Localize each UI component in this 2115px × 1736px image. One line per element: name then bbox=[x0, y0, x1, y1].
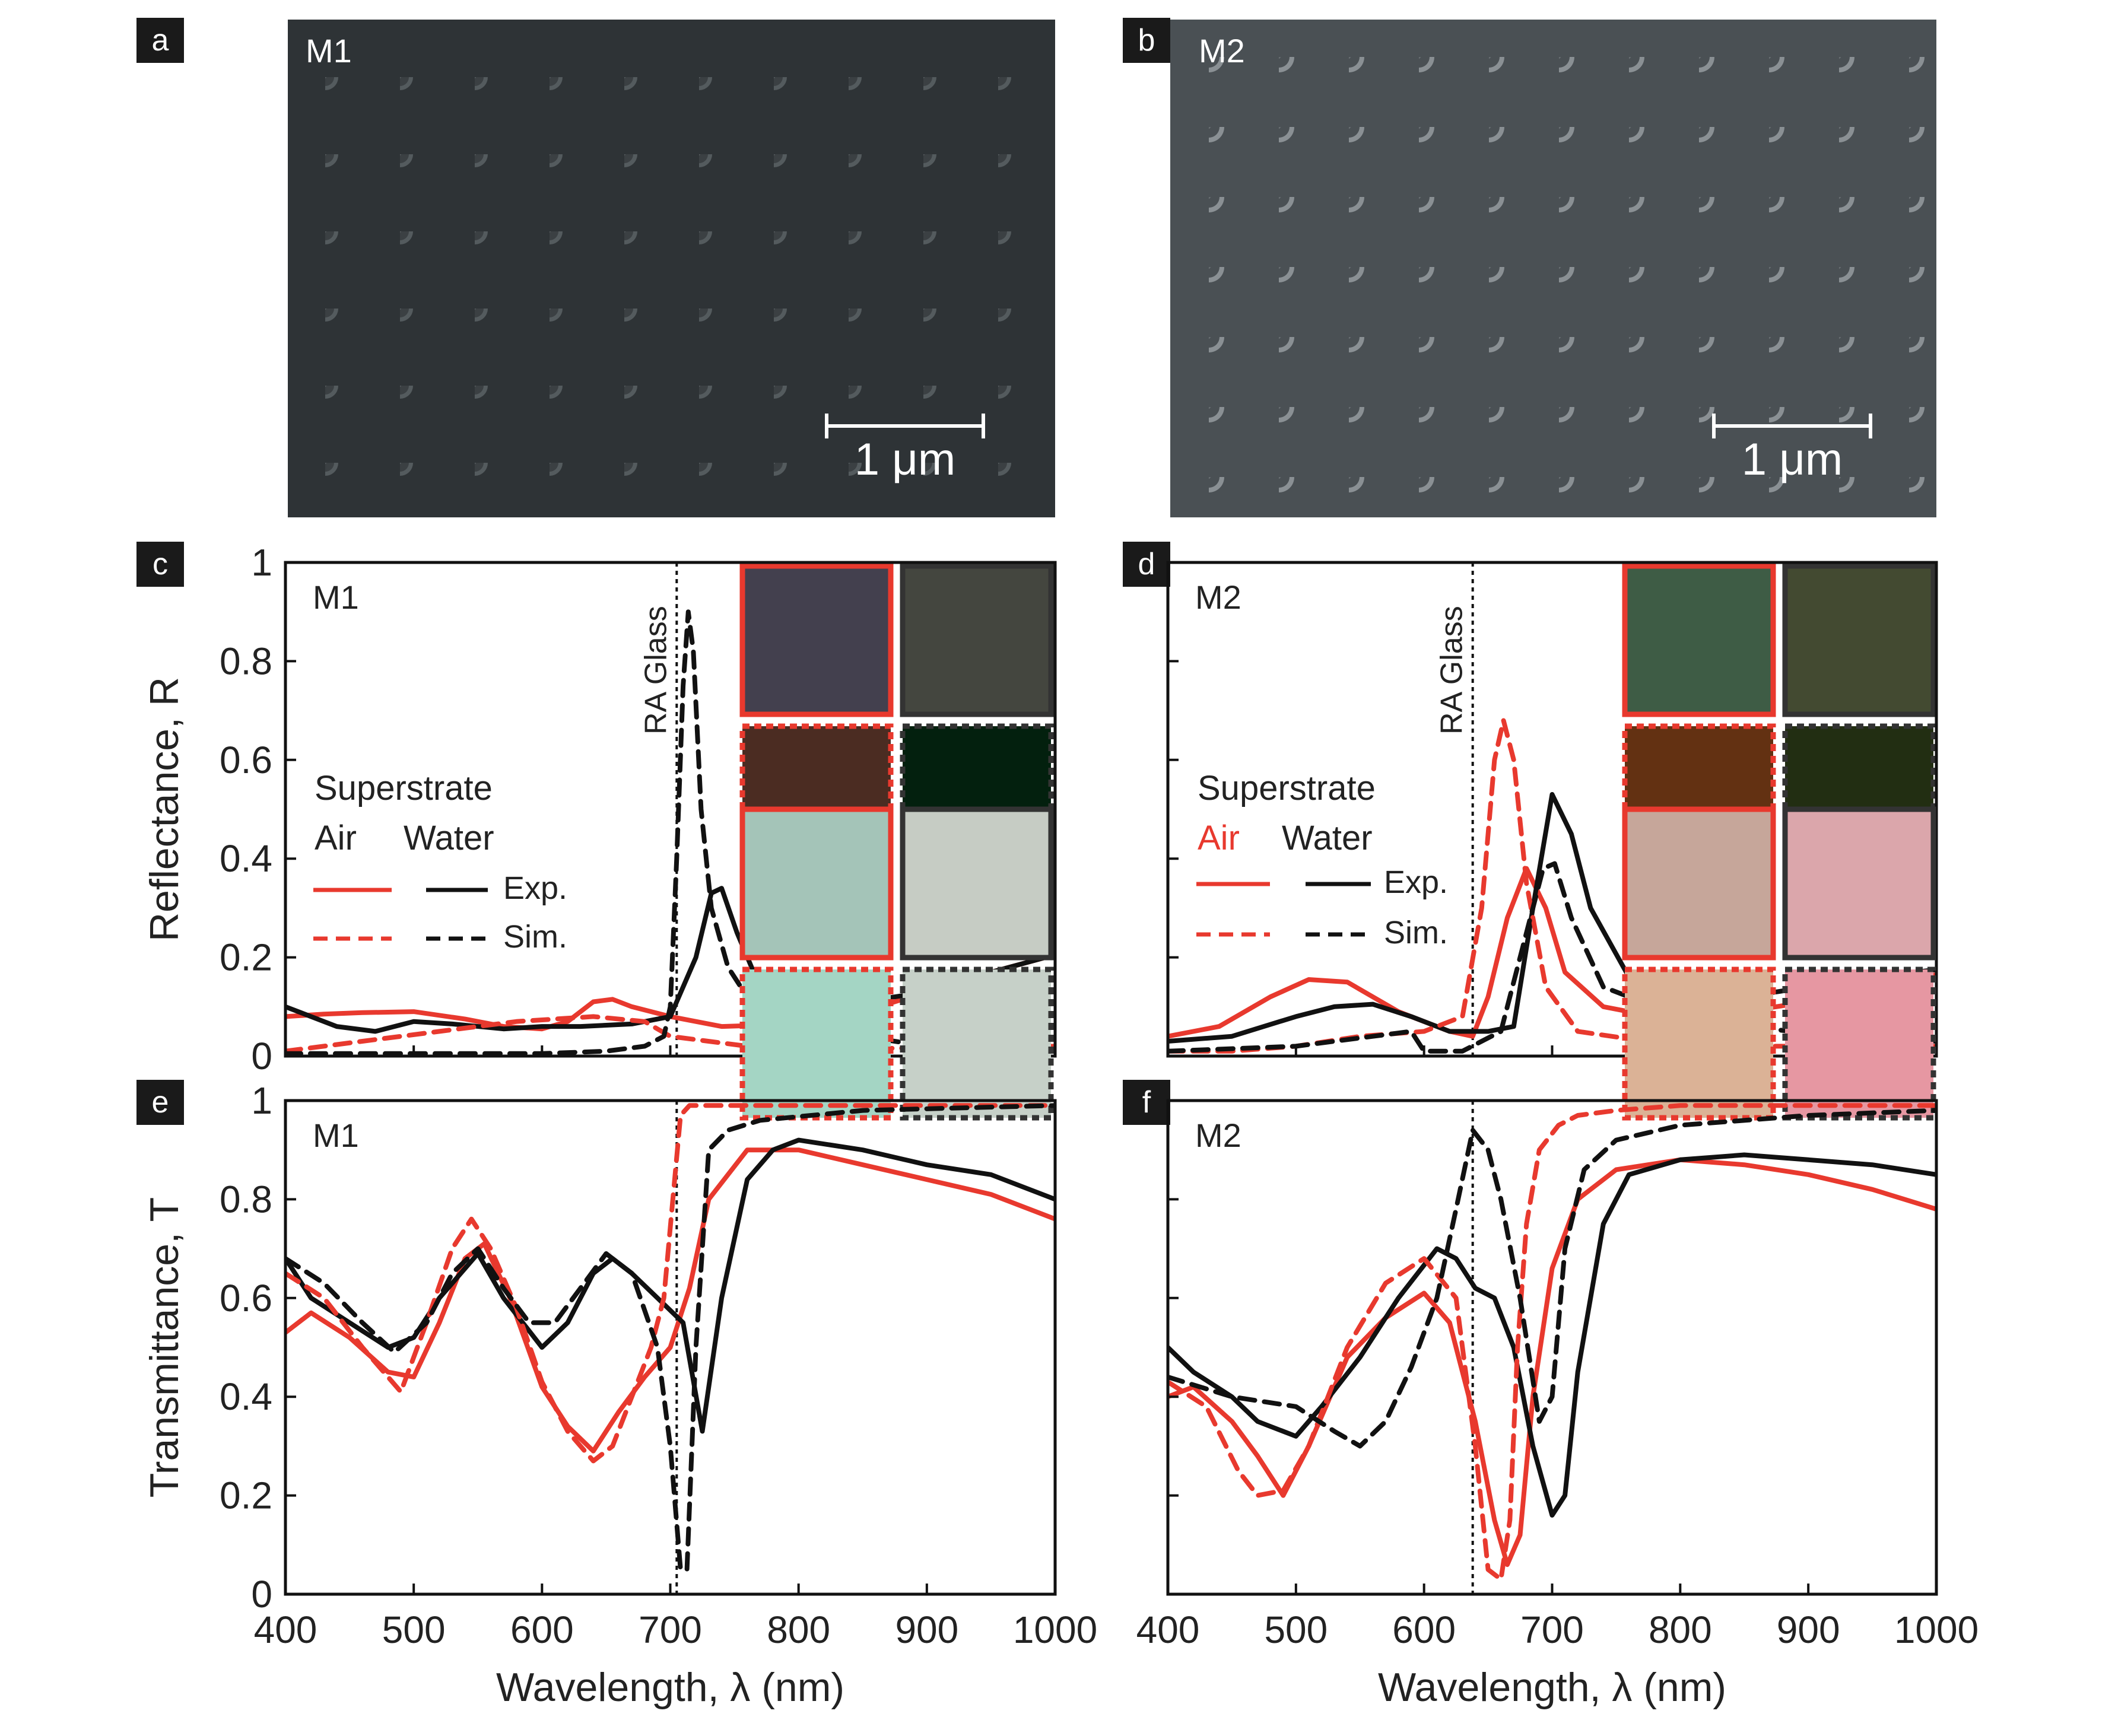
chart-panel-f: f 400 500 600 700 800 900 1000 Wavelength, λ (nm… bbox=[1123, 806, 1979, 1710]
legend-d-heading: Superstrate bbox=[1198, 769, 1376, 807]
sample-label-e: M1 bbox=[313, 1117, 359, 1154]
legend-c: Superstrate Air Water Exp. Sim. bbox=[313, 769, 567, 955]
ytick-label-c: 0.2 bbox=[220, 936, 272, 979]
color-swatch-c-1 bbox=[739, 563, 894, 717]
xlabel-e: Wavelength, λ (nm) bbox=[496, 1665, 844, 1710]
ytick-label-e: 0.4 bbox=[220, 1375, 272, 1418]
legend-c-water: Water bbox=[404, 819, 494, 857]
panel-c-label-box bbox=[136, 542, 184, 587]
sem-m2-sample-label: M2 bbox=[1199, 32, 1245, 69]
sem-m1-sample-label: M1 bbox=[306, 32, 352, 69]
series-group-e bbox=[285, 1103, 1055, 1572]
series-e-air-sim bbox=[285, 1103, 1055, 1464]
color-swatch-e-1 bbox=[739, 806, 894, 961]
ytick-label-c: 1 bbox=[251, 541, 272, 584]
panel-a-label: a bbox=[152, 23, 169, 58]
xtick-label-e: 400 bbox=[254, 1608, 317, 1651]
legend-d: Superstrate Air Water Exp. Sim. bbox=[1196, 769, 1448, 950]
ylabel-e: Transmittance, T bbox=[142, 1197, 187, 1497]
xtick-label-e: 700 bbox=[639, 1608, 702, 1651]
series-f-air-sim bbox=[1168, 1103, 1936, 1582]
ytick-label-e: 0.6 bbox=[220, 1277, 272, 1320]
xtick-label-f: 600 bbox=[1392, 1608, 1456, 1651]
series-f-air-exp bbox=[1168, 1157, 1936, 1568]
xtick-label-f: 800 bbox=[1649, 1608, 1712, 1651]
color-swatch-f-3 bbox=[1622, 966, 1776, 1121]
sample-label-f: M2 bbox=[1195, 1117, 1241, 1154]
series-f-water-sim bbox=[1168, 1108, 1936, 1449]
plot-frame-f bbox=[1166, 1099, 1938, 1596]
panel-e-label: e bbox=[152, 1085, 169, 1120]
ra-label-c: RA Glass bbox=[639, 606, 673, 735]
ytick-label-c: 0.6 bbox=[220, 739, 272, 781]
ytick-label-c: 0.8 bbox=[220, 640, 272, 682]
color-swatch-f-4 bbox=[1782, 966, 1936, 1121]
scalebar-a bbox=[825, 414, 985, 438]
color-swatch-e-2 bbox=[900, 806, 1054, 961]
sem-image-m1 bbox=[288, 20, 1055, 517]
xtick-label-e: 500 bbox=[382, 1608, 446, 1651]
sample-label-c: M1 bbox=[313, 578, 359, 616]
legend-d-exp: Exp. bbox=[1384, 864, 1448, 900]
series-group-f bbox=[1168, 1103, 1936, 1582]
ytick-label-e: 0.8 bbox=[220, 1178, 272, 1220]
panel-a-label-box bbox=[136, 18, 184, 63]
series-d-water-sim bbox=[1168, 861, 1936, 1054]
scalebar-b bbox=[1712, 414, 1872, 438]
color-swatch-f-1 bbox=[1622, 806, 1776, 961]
sem-image-m2 bbox=[1170, 20, 1936, 517]
chart-panel-e: e 0 0.2 0.4 0.6 0.8 1 400 500 600 700 800 900 1000 Tra… bbox=[136, 806, 1097, 1710]
color-swatch-c-2 bbox=[900, 563, 1054, 717]
ra-label-d: RA Glass bbox=[1435, 606, 1469, 735]
xtick-label-e: 1000 bbox=[1013, 1608, 1097, 1651]
color-swatch-d-2 bbox=[1782, 563, 1936, 717]
xtick-label-f: 700 bbox=[1520, 1608, 1584, 1651]
xlabel-f: Wavelength, λ (nm) bbox=[1378, 1665, 1726, 1710]
xtick-label-e: 600 bbox=[510, 1608, 574, 1651]
scalebar-a-label: 1 μm bbox=[855, 434, 955, 485]
legend-d-air: Air bbox=[1198, 819, 1240, 857]
panel-f-label-box bbox=[1123, 1080, 1170, 1125]
ylabel-c: Reflectance, R bbox=[142, 677, 187, 942]
color-swatch-e-4 bbox=[900, 966, 1054, 1121]
legend-c-heading: Superstrate bbox=[315, 769, 493, 807]
chart-panel-c: c RA Glass 0 0.2 0.4 0.6 0.8 1 Reflectance, R M1 bbox=[136, 541, 1057, 1077]
ytick-label-e: 1 bbox=[251, 1079, 272, 1122]
ytick-label-c: 0 bbox=[251, 1035, 272, 1077]
scalebar-b-label: 1 μm bbox=[1742, 434, 1843, 485]
panel-e-label-box bbox=[136, 1080, 184, 1125]
ytick-label-e: 0 bbox=[251, 1573, 272, 1616]
color-swatch-f-2 bbox=[1782, 806, 1936, 961]
series-e-water-sim bbox=[285, 1103, 1055, 1572]
series-f-water-exp bbox=[1168, 1152, 1936, 1518]
legend-c-air: Air bbox=[315, 819, 357, 857]
panel-b: b M2 1 μm bbox=[1123, 18, 1936, 517]
series-e-air-exp bbox=[285, 1147, 1055, 1454]
panel-b-label-box bbox=[1123, 18, 1170, 63]
panel-f-label: f bbox=[1142, 1085, 1151, 1120]
legend-c-exp: Exp. bbox=[503, 870, 567, 906]
color-swatch-d-1 bbox=[1622, 563, 1776, 717]
ytick-label-e: 0.2 bbox=[220, 1474, 272, 1517]
xtick-label-e: 800 bbox=[767, 1608, 830, 1651]
panel-d-label: d bbox=[1138, 547, 1155, 581]
xtick-label-f: 500 bbox=[1264, 1608, 1328, 1651]
xtick-label-f: 1000 bbox=[1894, 1608, 1979, 1651]
panel-d-label-box bbox=[1123, 542, 1170, 587]
panel-c-label: c bbox=[153, 547, 168, 581]
sample-label-d: M2 bbox=[1195, 578, 1241, 616]
panel-b-label: b bbox=[1138, 23, 1155, 58]
legend-d-water: Water bbox=[1282, 819, 1373, 857]
xtick-label-f: 900 bbox=[1777, 1608, 1840, 1651]
ytick-label-c: 0.4 bbox=[220, 837, 272, 880]
legend-d-sim: Sim. bbox=[1384, 915, 1448, 950]
legend-c-sim: Sim. bbox=[503, 919, 567, 955]
color-swatch-e-3 bbox=[739, 966, 894, 1121]
xtick-label-f: 400 bbox=[1136, 1608, 1200, 1651]
xtick-label-e: 900 bbox=[895, 1608, 958, 1651]
panel-a: a M1 1 μm bbox=[136, 18, 1055, 517]
